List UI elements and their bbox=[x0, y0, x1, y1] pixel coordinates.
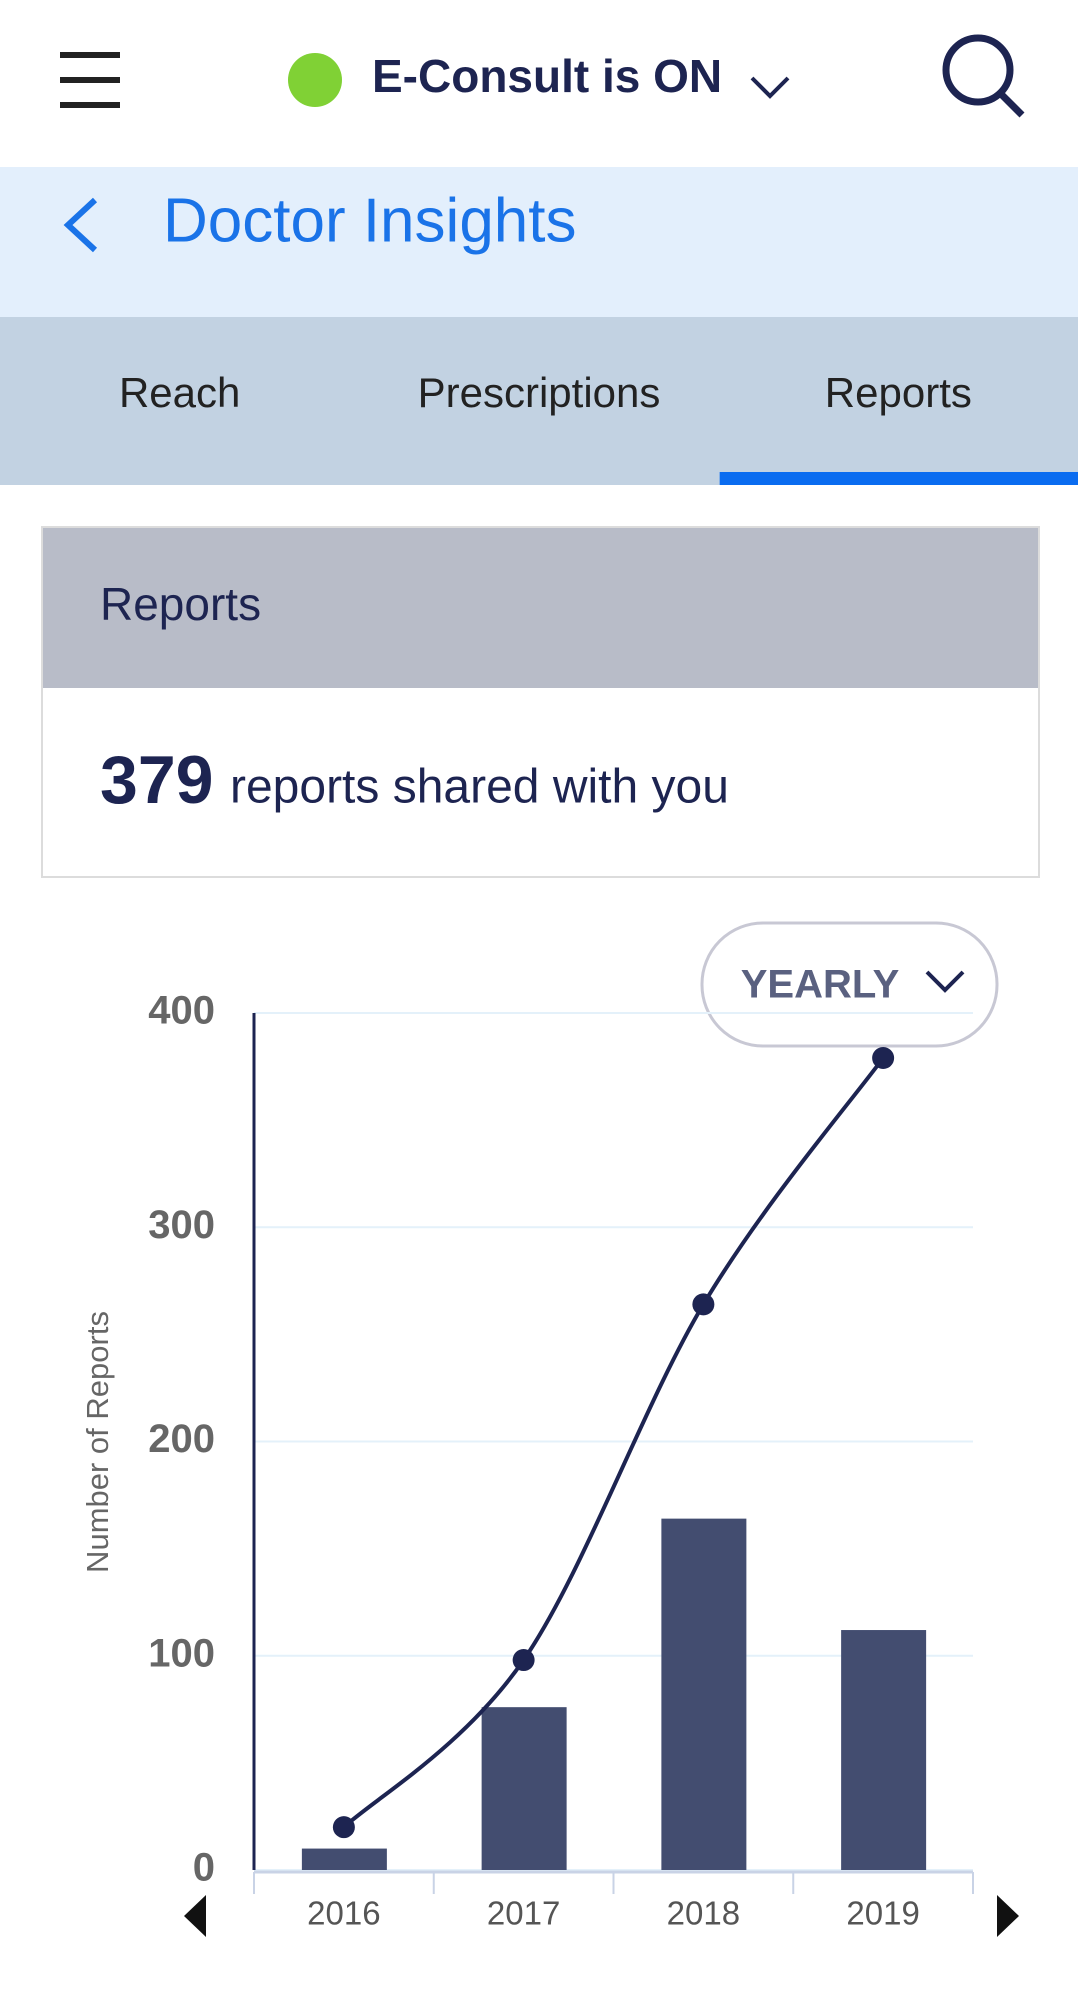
status-chevron[interactable] bbox=[750, 76, 790, 99]
tab-bar bbox=[0, 317, 1078, 485]
report-text: reports shared with you bbox=[230, 761, 729, 814]
tab[interactable]: Prescriptions bbox=[418, 369, 661, 416]
period-chevron[interactable] bbox=[925, 970, 965, 993]
menu-button[interactable] bbox=[60, 52, 120, 108]
y-tick-label: 400 bbox=[148, 989, 215, 1033]
top-bar bbox=[0, 0, 1078, 167]
tab[interactable]: Reach bbox=[119, 369, 240, 416]
line-point bbox=[872, 1046, 895, 1069]
period-select[interactable] bbox=[700, 921, 999, 1048]
tab[interactable]: Reports bbox=[825, 369, 972, 416]
title-band bbox=[0, 167, 1078, 317]
line bbox=[342, 1056, 885, 1829]
bar bbox=[481, 1707, 567, 1870]
card-title: Reports bbox=[100, 578, 261, 630]
y-tick-label: 300 bbox=[148, 1203, 215, 1247]
line-point bbox=[692, 1293, 715, 1316]
y-tick-label: 0 bbox=[193, 1846, 215, 1890]
bar bbox=[841, 1630, 927, 1870]
line-point bbox=[512, 1649, 535, 1672]
page-title: Doctor Insights bbox=[163, 186, 577, 255]
y-tick-label: 100 bbox=[148, 1631, 215, 1675]
tab-indicator bbox=[719, 472, 1078, 485]
y-tick-label: 200 bbox=[148, 1417, 215, 1461]
line-point bbox=[332, 1816, 355, 1839]
x-tick-label: 2016 bbox=[307, 1895, 380, 1932]
x-tick-label: 2019 bbox=[846, 1895, 919, 1932]
x-tick-label: 2018 bbox=[667, 1895, 740, 1932]
y-axis-label: Number of Reports bbox=[80, 1311, 115, 1573]
search-button[interactable] bbox=[942, 34, 1025, 118]
status-text[interactable]: E-Consult is ON bbox=[372, 50, 722, 102]
card-header bbox=[43, 528, 1038, 688]
back-button[interactable] bbox=[63, 197, 98, 253]
x-tick-label: 2017 bbox=[487, 1895, 560, 1932]
next-button[interactable] bbox=[997, 1895, 1019, 1937]
bar bbox=[661, 1518, 747, 1870]
status-dot bbox=[288, 53, 342, 107]
period-label[interactable]: YEARLY bbox=[741, 963, 900, 1007]
bar bbox=[301, 1848, 387, 1870]
report-total: 379 bbox=[100, 742, 213, 818]
prev-button[interactable] bbox=[184, 1895, 206, 1937]
